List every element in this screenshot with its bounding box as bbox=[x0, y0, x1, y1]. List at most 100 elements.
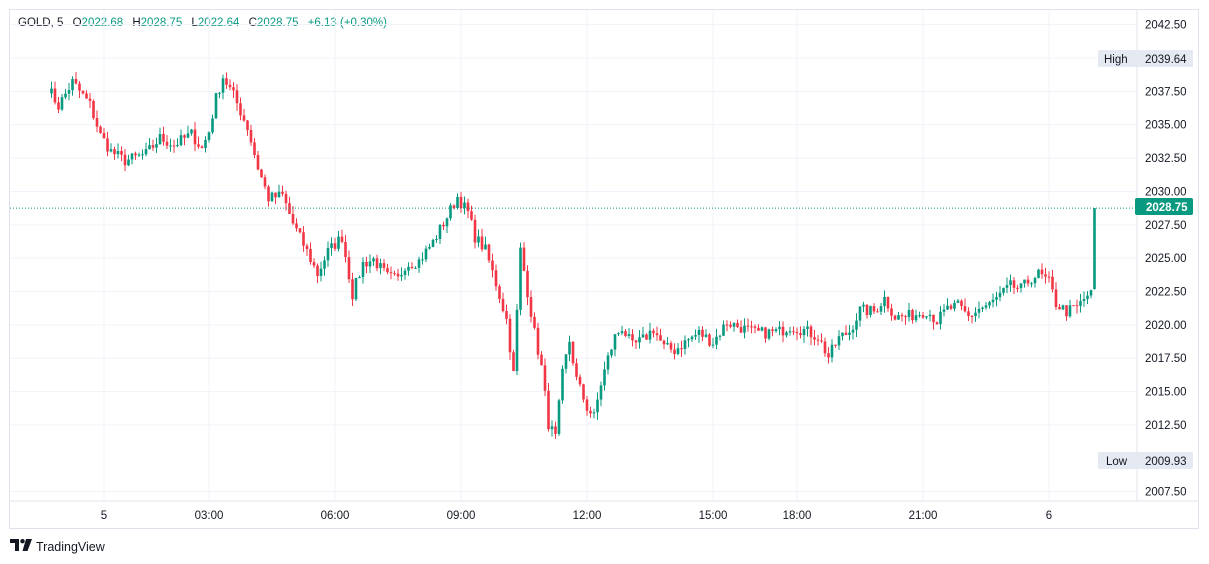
candle-body bbox=[267, 186, 270, 202]
last-price-value: 2028.75 bbox=[1146, 202, 1188, 214]
candle-body bbox=[148, 145, 151, 150]
candle-body bbox=[302, 232, 305, 246]
candle-body bbox=[1044, 274, 1047, 277]
candle-body bbox=[998, 292, 1002, 298]
candle-body bbox=[928, 314, 932, 317]
candle-body bbox=[872, 306, 876, 312]
candle-body bbox=[365, 261, 368, 267]
candle-body bbox=[445, 218, 449, 227]
candle-body bbox=[995, 297, 998, 300]
price-tick-label: 2025.00 bbox=[1145, 253, 1187, 265]
candle-body bbox=[109, 149, 113, 152]
candle-body bbox=[358, 277, 361, 279]
candle-body bbox=[228, 84, 232, 88]
candle-body bbox=[718, 335, 722, 337]
candle-body bbox=[627, 334, 631, 337]
candle-body bbox=[865, 304, 869, 316]
candle-body bbox=[883, 296, 886, 307]
candle-body bbox=[704, 334, 708, 337]
candle-body bbox=[1075, 305, 1079, 307]
candle-body bbox=[1079, 300, 1082, 306]
high-value: 2028.75 bbox=[140, 17, 183, 29]
candle-body bbox=[585, 399, 589, 411]
candle-body bbox=[582, 384, 585, 400]
candle-body bbox=[820, 340, 823, 342]
candle-body bbox=[246, 120, 249, 131]
candle-body bbox=[144, 149, 148, 155]
price-tick-label: 2035.00 bbox=[1145, 120, 1187, 132]
candle-body bbox=[186, 133, 190, 138]
candle-body bbox=[1030, 283, 1033, 285]
candle-body bbox=[340, 236, 344, 242]
candle-body bbox=[617, 333, 620, 335]
brand-name[interactable]: TradingView bbox=[36, 539, 105, 554]
candle-body bbox=[396, 273, 400, 277]
candle-body bbox=[606, 355, 610, 370]
candle-body bbox=[50, 88, 53, 94]
candle-body bbox=[547, 390, 550, 430]
candle-body bbox=[760, 327, 764, 331]
candle-body bbox=[106, 138, 109, 152]
candle-body bbox=[1051, 276, 1054, 290]
candle-body bbox=[403, 270, 407, 275]
candle-body bbox=[456, 196, 459, 209]
candle-body bbox=[498, 286, 501, 299]
price-axis: 2042.502040.002037.502035.002032.502030.… bbox=[1145, 20, 1187, 499]
candle-body bbox=[795, 331, 799, 334]
candle-body bbox=[71, 79, 74, 91]
candle-body bbox=[92, 100, 95, 119]
price-tick-label: 2015.00 bbox=[1145, 387, 1187, 399]
candle-body bbox=[848, 332, 851, 336]
candle-body bbox=[841, 332, 844, 337]
candle-body bbox=[207, 132, 211, 140]
open-label: O bbox=[72, 17, 82, 29]
candle-body bbox=[375, 258, 379, 269]
candle-body bbox=[428, 246, 431, 249]
candle-body bbox=[603, 369, 606, 386]
symbol-label[interactable]: GOLD, 5 bbox=[18, 17, 64, 29]
candle-body bbox=[893, 315, 897, 320]
time-tick-label: 21:00 bbox=[909, 510, 938, 522]
candle-body bbox=[235, 90, 239, 104]
candle-body bbox=[330, 243, 333, 248]
candle-body bbox=[480, 236, 484, 250]
candle-body bbox=[491, 260, 494, 271]
candle-body bbox=[564, 354, 568, 369]
candle-body bbox=[67, 90, 71, 94]
candle-body bbox=[802, 328, 806, 336]
time-axis: 5 03:00 06:00 09:00 12:00 15:00 18:00 21:00 6 bbox=[101, 510, 1052, 522]
candle-body bbox=[253, 142, 256, 156]
candle-body bbox=[169, 145, 172, 147]
candle-body bbox=[386, 267, 389, 273]
candle-body bbox=[120, 151, 123, 155]
candle-body bbox=[417, 259, 421, 268]
candle-body bbox=[522, 247, 526, 271]
candle-body bbox=[99, 126, 102, 133]
candle-body bbox=[470, 211, 473, 220]
candle-body bbox=[1033, 278, 1037, 284]
candle-body bbox=[536, 327, 540, 355]
tradingview-logo-icon[interactable] bbox=[10, 539, 32, 554]
candle-body bbox=[806, 326, 809, 329]
candle-body bbox=[939, 311, 942, 325]
candle-body bbox=[771, 329, 774, 332]
candle-body bbox=[466, 202, 470, 212]
candle-body bbox=[239, 103, 242, 116]
candle-body bbox=[750, 326, 753, 328]
price-tick-label: 2007.50 bbox=[1145, 487, 1187, 499]
candle-body bbox=[424, 248, 428, 260]
candle-body bbox=[785, 332, 788, 336]
candle-body bbox=[781, 326, 785, 336]
time-tick-label: 12:00 bbox=[573, 510, 602, 522]
candle-body bbox=[113, 149, 116, 155]
candle-body bbox=[221, 78, 225, 93]
candle-body bbox=[645, 334, 648, 340]
candle-body bbox=[963, 306, 967, 312]
time-tick-label: 09:00 bbox=[447, 510, 476, 522]
candle-body bbox=[1072, 305, 1075, 307]
candle-body bbox=[1058, 307, 1061, 310]
candle-body bbox=[305, 245, 309, 249]
candle-body bbox=[925, 316, 928, 318]
candle-body bbox=[1002, 287, 1005, 293]
